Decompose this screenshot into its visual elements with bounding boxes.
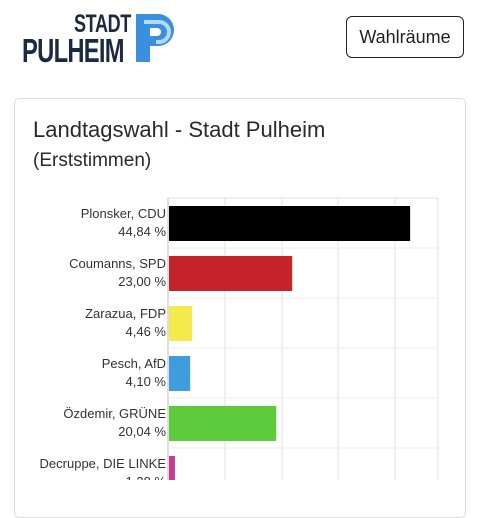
category-label: Coumanns, SPD <box>69 256 166 271</box>
category-label: Zarazua, FDP <box>85 306 166 321</box>
bar-2 <box>169 306 193 341</box>
stadt-pulheim-logo[interactable]: STADT PULHEIM <box>22 10 182 68</box>
card-title: Landtagswahl - Stadt Pulheim <box>33 117 326 142</box>
bar-3 <box>169 356 191 391</box>
header: STADT PULHEIM Wahlräume <box>0 0 480 80</box>
card-subtitle: (Erststimmen) <box>33 150 152 171</box>
results-bar-chart: Plonsker, CDU 44,84 % Coumanns, SPD 23,00 %… <box>40 197 439 480</box>
value-label: 1,28 % <box>126 474 167 480</box>
logo-text-stadt: STADT <box>74 10 131 38</box>
value-label: 44,84 % <box>118 224 166 239</box>
category-label: Pesch, AfD <box>102 356 166 371</box>
bar-0 <box>169 206 411 241</box>
value-label: 4,46 % <box>126 324 167 339</box>
logo-text-pulheim: PULHEIM <box>22 32 125 69</box>
value-label: 20,04 % <box>118 424 166 439</box>
value-label: 4,10 % <box>126 374 167 389</box>
logo-p-icon <box>136 14 174 62</box>
value-label: 23,00 % <box>118 274 166 289</box>
category-label: Plonsker, CDU <box>81 206 166 221</box>
wahlraeume-button[interactable]: Wahlräume <box>346 16 464 58</box>
category-label: Özdemir, GRÜNE <box>63 406 166 421</box>
bar-5 <box>169 456 175 480</box>
bar-4 <box>169 406 277 441</box>
category-label: Decruppe, DIE LINKE <box>40 456 167 471</box>
bar-1 <box>169 256 293 291</box>
